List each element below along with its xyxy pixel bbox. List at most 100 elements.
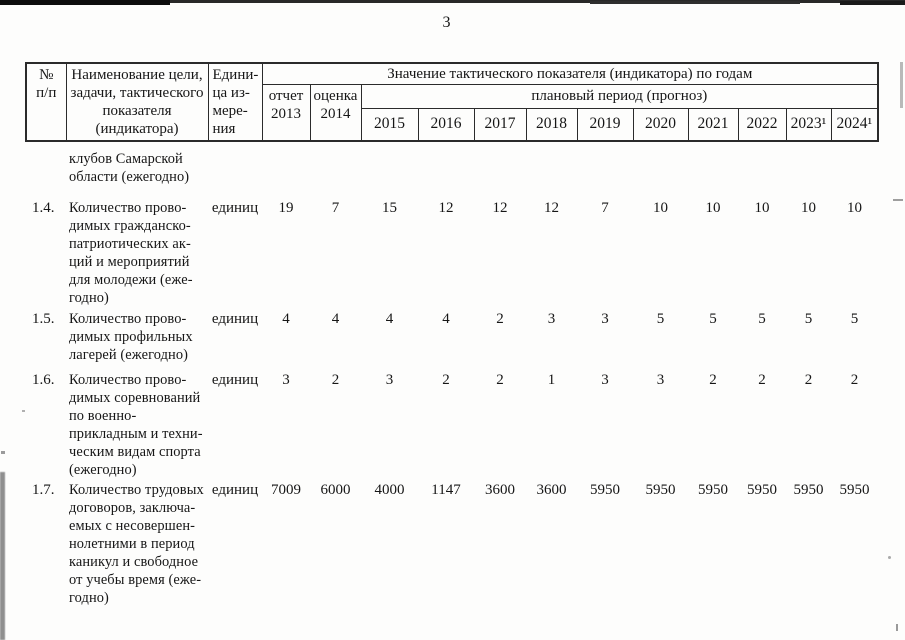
table-row-1-5: 1.5. Количество прово- димых профильных … xyxy=(26,310,878,371)
cell-2024: 2 xyxy=(850,372,859,388)
row-number: 1.5. xyxy=(32,311,55,327)
cell-2018: 1 xyxy=(547,372,556,388)
cell-2015: 3 xyxy=(385,372,394,388)
cell-2018: 3600 xyxy=(536,482,567,498)
cell-2022 xyxy=(738,141,786,199)
row-unit: единиц xyxy=(211,482,259,498)
cell-2020: 5950 xyxy=(645,482,676,498)
col-header-name: Наименование цели, задачи, тактического … xyxy=(65,62,209,142)
cell-2022: 5950 xyxy=(747,482,777,498)
cell-2018 xyxy=(526,141,577,199)
table-row-1-4: 1.4. Количество прово- димых гражданско-… xyxy=(26,199,878,310)
col-header-num: № п/п xyxy=(25,62,67,142)
row-number: 1.7. xyxy=(32,482,55,498)
row-unit: единиц xyxy=(211,372,259,388)
cell-2013: 4 xyxy=(282,311,290,327)
cell-2014: 2 xyxy=(331,372,340,388)
cell-2017: 3600 xyxy=(485,482,515,498)
cell-2015 xyxy=(361,141,418,199)
col-header-year-2015: 2015 xyxy=(360,107,419,142)
col-header-year-2021: 2021 xyxy=(687,107,739,142)
cell-2016 xyxy=(418,141,474,199)
cell-2021: 2 xyxy=(709,372,717,388)
col-header-year-2017: 2017 xyxy=(473,107,527,142)
row-indicator-name: клубов Самарской области (ежегодно) xyxy=(69,151,190,185)
row-unit: единиц xyxy=(211,200,259,216)
row-number: 1.6. xyxy=(32,372,55,388)
scan-artifact-right-dash xyxy=(893,199,903,201)
col-header-year-2016: 2016 xyxy=(417,107,475,142)
cell-2013: 19 xyxy=(278,200,294,216)
cell-2023: 2 xyxy=(804,372,813,388)
cell-2014: 6000 xyxy=(320,482,351,498)
row-number xyxy=(26,141,66,199)
scan-artifact-left-strip xyxy=(0,472,5,640)
cell-2016: 12 xyxy=(438,200,454,216)
cell-2024: 5 xyxy=(850,311,859,327)
cell-2019: 7 xyxy=(601,200,609,216)
row-indicator-name: Количество прово- димых соревнований по … xyxy=(69,372,203,478)
cell-2017: 2 xyxy=(496,311,504,327)
cell-2022: 10 xyxy=(754,200,770,216)
scan-artifact-top-edge xyxy=(0,0,905,3)
cell-2015: 4000 xyxy=(374,482,405,498)
cell-2013 xyxy=(262,141,310,199)
cell-2024: 10 xyxy=(847,200,863,216)
scan-artifact-top-edge-segment xyxy=(590,1,800,4)
indicators-table: № п/п Наименование цели, задачи, тактиче… xyxy=(25,62,880,607)
cell-2018: 12 xyxy=(544,200,559,216)
scan-artifact-top-edge-right xyxy=(840,1,905,5)
cell-2021: 5 xyxy=(709,311,717,327)
cell-2020: 5 xyxy=(656,311,665,327)
col-header-year-2022: 2022 xyxy=(737,107,787,142)
col-header-estimate-2014: оценка 2014 xyxy=(309,83,362,142)
cell-2021: 5950 xyxy=(698,482,728,498)
table-row-1-6: 1.6. Количество прово- димых соревновани… xyxy=(26,371,878,481)
cell-2023: 5950 xyxy=(793,482,824,498)
cell-2024: 5950 xyxy=(839,482,870,498)
cell-2023 xyxy=(786,141,831,199)
cell-2021 xyxy=(688,141,738,199)
cell-2013: 7009 xyxy=(271,482,301,498)
cell-2016: 2 xyxy=(442,372,450,388)
cell-2022: 2 xyxy=(758,372,766,388)
col-header-year-2024: 2024¹ xyxy=(830,107,880,142)
cell-2015: 15 xyxy=(382,200,397,216)
cell-2020 xyxy=(633,141,688,199)
col-header-values-title: Значение тактического показателя (индика… xyxy=(261,62,880,85)
cell-2021: 10 xyxy=(705,200,721,216)
scan-artifact-top-edge-left xyxy=(0,0,170,5)
cell-2016: 1147 xyxy=(431,482,461,498)
col-header-year-2018: 2018 xyxy=(525,107,578,142)
cell-2019: 3 xyxy=(601,311,609,327)
cell-2015: 4 xyxy=(385,311,394,327)
page-number: 3 xyxy=(442,14,451,31)
cell-2017: 12 xyxy=(492,200,508,216)
cell-2016: 4 xyxy=(442,311,450,327)
col-header-plan-title: плановый период (прогноз) xyxy=(360,83,880,109)
col-header-report-2013: отчет 2013 xyxy=(261,83,311,142)
scan-artifact-speck xyxy=(888,556,891,559)
cell-2024 xyxy=(831,141,878,199)
row-number: 1.4. xyxy=(32,200,55,216)
cell-2018: 3 xyxy=(547,311,556,327)
cell-2014: 4 xyxy=(331,311,340,327)
cell-2020: 3 xyxy=(656,372,665,388)
row-unit: единиц xyxy=(211,311,259,327)
cell-2019: 5950 xyxy=(590,482,620,498)
col-header-unit: Едини- ца из- мере- ния xyxy=(207,62,263,142)
cell-2022: 5 xyxy=(758,311,766,327)
col-header-year-2023: 2023¹ xyxy=(785,107,832,142)
cell-2014 xyxy=(310,141,361,199)
cell-2017 xyxy=(474,141,526,199)
cell-2020: 10 xyxy=(653,200,668,216)
cell-2019 xyxy=(577,141,633,199)
row-indicator-name: Количество прово- димых гражданско- патр… xyxy=(69,200,193,306)
scan-artifact-left-dash xyxy=(1,451,5,454)
row-unit xyxy=(208,141,262,199)
cell-2019: 3 xyxy=(601,372,609,388)
cell-2013: 3 xyxy=(282,372,290,388)
row-indicator-name: Количество прово- димых профильных лагер… xyxy=(69,311,193,363)
cell-2017: 2 xyxy=(496,372,504,388)
